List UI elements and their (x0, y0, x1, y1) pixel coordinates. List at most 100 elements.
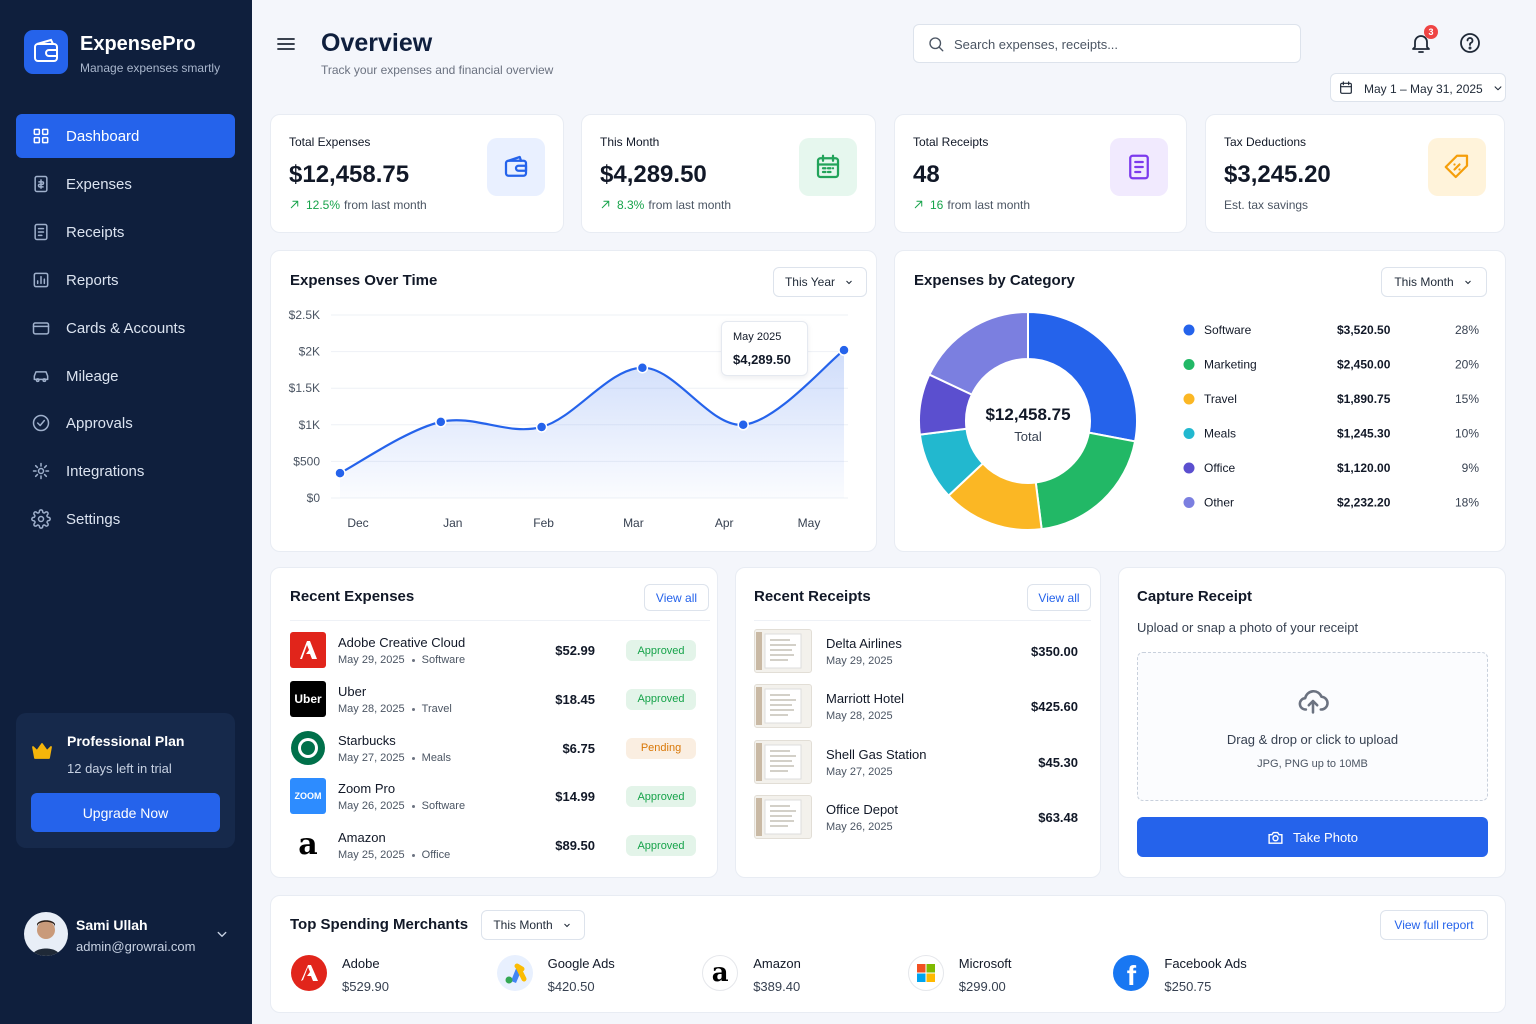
camera-icon (1267, 829, 1284, 846)
nav-label: Receipts (66, 223, 125, 241)
merchant-logo: Uber (290, 680, 326, 717)
legend-amount: $3,520.50 (1337, 323, 1391, 337)
line-area (340, 350, 844, 498)
icon-part (33, 272, 49, 288)
line-chart: $0 $500 $1K $1.5K $2K $2.5K Dec Jan Feb Mar Apr May (289, 308, 850, 530)
icon-part (31, 509, 51, 530)
icon-part (1494, 86, 1502, 91)
help[interactable] (1458, 31, 1482, 55)
notifications[interactable] (1409, 31, 1433, 55)
nav-label: Dashboard (66, 128, 140, 145)
merchants-card: Top Spending Merchants This Month View ful… (270, 895, 1506, 1013)
page-title: Overview (321, 29, 433, 57)
icon (31, 270, 51, 290)
expense-amount: $18.45 (555, 691, 595, 707)
icon-part (45, 49, 58, 57)
icon-part (938, 46, 944, 52)
y-tick-label: $500 (293, 454, 320, 468)
nav-label: Integrations (66, 463, 145, 481)
icon-part (563, 923, 570, 928)
nav-item[interactable]: Expenses (16, 162, 235, 206)
merchant-amount: $529.90 (342, 979, 389, 994)
icon-part (34, 175, 48, 193)
legend-swatch (1183, 497, 1195, 508)
receipt-name: Shell Gas Station (826, 746, 927, 762)
stat-note: from last month (947, 198, 1031, 212)
upgrade-button[interactable]: Upgrade Now (31, 793, 220, 832)
expense-amount: $6.75 (562, 740, 595, 756)
icon (31, 318, 51, 338)
nav-item[interactable]: Reports (16, 258, 235, 302)
search-box[interactable]: Search expenses, receipts... (913, 24, 1301, 63)
icon-part (1134, 160, 1144, 174)
icon-part (1412, 35, 1430, 53)
line-chart-card: Expenses Over Time This Year $0 $500 $1K $1.5… (270, 250, 877, 552)
stat-label: This Month (600, 135, 660, 149)
expense-name: Amazon (338, 830, 386, 846)
nav-item[interactable]: Dashboard (16, 114, 235, 158)
merchant-name: Microsoft (958, 956, 1012, 971)
icon-part (32, 920, 60, 956)
nav-label: Cards & Accounts (66, 319, 186, 337)
merchant-logo (290, 632, 326, 668)
divider (754, 620, 1091, 621)
dropdown[interactable]: This Month (481, 910, 585, 940)
y-tick-label: $1K (299, 418, 320, 432)
dropdown-chevron (843, 276, 855, 288)
nav-item[interactable]: Approvals (16, 401, 235, 445)
dropdown-chevron (1462, 276, 1474, 288)
nav-item[interactable]: Settings (16, 497, 235, 541)
merchant-name: Facebook Ads (1164, 956, 1247, 971)
view-all-button[interactable]: View all (644, 584, 709, 611)
icon-part (37, 468, 45, 475)
x-tick-label: Feb (533, 516, 554, 530)
separator-dot (411, 659, 415, 662)
dropdown[interactable]: This Year (773, 267, 867, 297)
search-placeholder: Search expenses, receipts... (954, 37, 1119, 52)
date-range[interactable]: May 1 – May 31, 2025 (1330, 73, 1506, 102)
icon (1442, 152, 1472, 182)
donut-center-value: $12,458.75 (985, 405, 1070, 424)
dropdown[interactable]: This Month (1381, 267, 1487, 297)
legend-percent: 18% (1455, 496, 1479, 510)
nav-item[interactable]: Receipts (16, 210, 235, 254)
icon-part (33, 370, 49, 380)
icon-part (764, 688, 802, 724)
merchant-name: Amazon (753, 956, 801, 971)
y-tick-label: $1.5K (289, 381, 320, 395)
x-tick-label: Jan (443, 516, 462, 530)
nav-item[interactable]: Mileage (16, 354, 235, 398)
menu-button[interactable] (274, 32, 298, 56)
icon-part (1129, 154, 1149, 180)
icon (31, 461, 51, 481)
icon-part (33, 128, 41, 136)
take-photo-button[interactable]: Take Photo (1137, 817, 1488, 857)
line-point (737, 419, 749, 431)
nav-item[interactable]: Cards & Accounts (16, 306, 235, 350)
nav-item[interactable]: Integrations (16, 449, 235, 493)
icon-part (1460, 33, 1480, 53)
icon (31, 126, 51, 146)
icon (599, 198, 612, 211)
card-title: Recent Expenses (290, 588, 415, 605)
view-report-button[interactable]: View full report (1380, 910, 1488, 940)
icon-part (37, 227, 45, 236)
icon-part (32, 463, 50, 480)
drop-zone[interactable]: Drag & drop or click to upload JPG, PNG u… (1137, 652, 1488, 801)
y-tick-label: $2K (299, 345, 320, 359)
icon-part (916, 973, 926, 982)
view-all-button[interactable]: View all (1027, 584, 1091, 611)
legend-label: Office (1204, 461, 1235, 475)
legend-percent: 9% (1462, 461, 1480, 475)
plan-title: Professional Plan (67, 733, 185, 749)
sidebar: ExpensePro Manage expenses smartly Dashboa… (0, 0, 252, 1024)
y-tick-label: $2.5K (289, 308, 320, 322)
status-pill: Approved (626, 786, 696, 808)
icon-part (32, 743, 52, 759)
icon-part (35, 377, 40, 382)
button-label: View all (655, 590, 698, 605)
stat-note: from last month (648, 198, 732, 212)
stat-label: Tax Deductions (1224, 135, 1307, 149)
icon-part (756, 742, 762, 781)
